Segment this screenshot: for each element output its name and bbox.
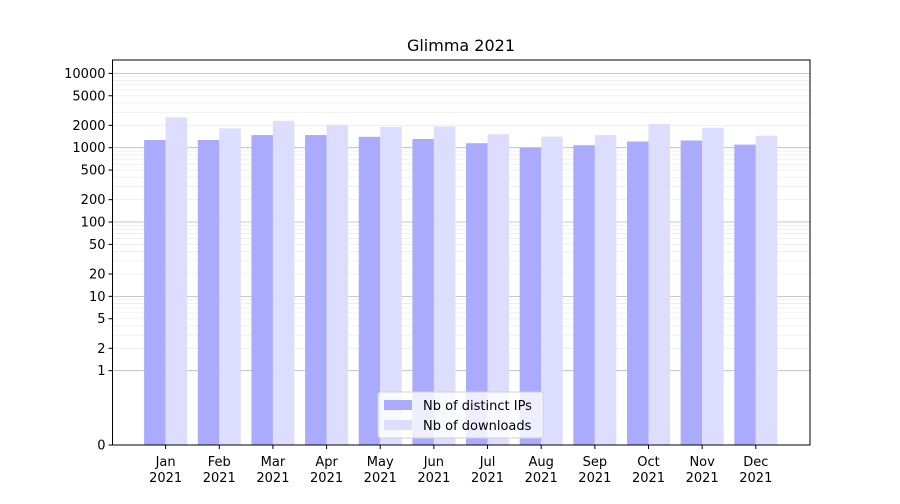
x-tick-label: Oct 2021 bbox=[632, 455, 665, 486]
bar-downloads bbox=[326, 124, 349, 445]
bar-downloads bbox=[755, 135, 778, 445]
y-tick-label: 0 bbox=[97, 439, 105, 454]
y-tick-label: 50 bbox=[89, 238, 106, 253]
y-tick-label: 10 bbox=[89, 290, 106, 305]
bar-downloads bbox=[165, 117, 188, 446]
x-axis: Jan 2021 Feb 2021 Mar 2021 Apr 2021 May 2021 Jun 20… bbox=[149, 445, 772, 486]
legend-label: Nb of distinct IPs bbox=[423, 399, 532, 414]
bar-downloads bbox=[380, 126, 402, 445]
bar-downloads bbox=[487, 134, 510, 445]
bar-downloads bbox=[433, 126, 456, 445]
x-tick-label: Feb 2021 bbox=[203, 455, 236, 486]
bar-distinct-ips bbox=[251, 135, 273, 446]
y-tick-label: 1000 bbox=[72, 141, 105, 156]
bar-downloads bbox=[272, 120, 295, 445]
x-tick-label: Apr 2021 bbox=[310, 455, 343, 486]
x-tick-label: Jun 2021 bbox=[417, 455, 450, 486]
bar-distinct-ips bbox=[627, 141, 649, 445]
legend-swatch bbox=[384, 420, 412, 430]
y-tick-label: 10000 bbox=[64, 67, 105, 82]
bar-distinct-ips bbox=[573, 145, 595, 445]
y-tick-label: 500 bbox=[81, 164, 106, 179]
x-tick-label: Sep 2021 bbox=[578, 455, 611, 486]
legend-swatch bbox=[384, 400, 412, 410]
y-tick-label: 2 bbox=[97, 342, 105, 357]
bars-layer bbox=[144, 117, 778, 446]
x-tick-label: Jul 2021 bbox=[471, 455, 504, 486]
bar-distinct-ips bbox=[358, 136, 381, 445]
x-tick-label: Mar 2021 bbox=[256, 455, 289, 486]
bar-downloads bbox=[702, 127, 724, 446]
x-tick-label: Aug 2021 bbox=[525, 455, 558, 486]
bar-downloads bbox=[648, 124, 671, 445]
y-tick-label: 20 bbox=[89, 267, 106, 282]
x-tick-label: May 2021 bbox=[364, 455, 397, 486]
bar-distinct-ips bbox=[197, 139, 220, 446]
y-tick-label: 5000 bbox=[72, 89, 105, 104]
bar-downloads bbox=[594, 135, 617, 446]
bar-distinct-ips bbox=[305, 135, 327, 446]
x-tick-label: Jan 2021 bbox=[149, 455, 182, 486]
y-tick-label: 200 bbox=[81, 193, 106, 208]
chart-title: Glimma 2021 bbox=[407, 36, 515, 55]
y-tick-label: 5 bbox=[97, 312, 105, 327]
bar-downloads bbox=[541, 136, 563, 445]
y-tick-label: 1 bbox=[97, 364, 105, 379]
x-tick-label: Dec 2021 bbox=[739, 455, 772, 486]
bar-downloads bbox=[219, 128, 241, 445]
bar-distinct-ips bbox=[519, 147, 542, 445]
bar-distinct-ips bbox=[412, 138, 434, 446]
plot-area-frame bbox=[112, 59, 811, 446]
bar-distinct-ips bbox=[734, 144, 756, 445]
x-tick-label: Nov 2021 bbox=[686, 455, 719, 486]
bar-distinct-ips bbox=[144, 139, 166, 446]
y-tick-label: 2000 bbox=[72, 119, 105, 134]
y-axis: 0 1 2 5 10 20 50 100 200 500 1000 2000 5000 10000 bbox=[64, 67, 113, 454]
legend: Nb of distinct IPs Nb of downloads bbox=[377, 391, 544, 439]
bar-distinct-ips bbox=[466, 143, 488, 445]
legend-box bbox=[377, 391, 544, 439]
legend-label: Nb of downloads bbox=[423, 419, 532, 434]
y-tick-label: 100 bbox=[81, 216, 106, 231]
bar-distinct-ips bbox=[680, 140, 703, 445]
